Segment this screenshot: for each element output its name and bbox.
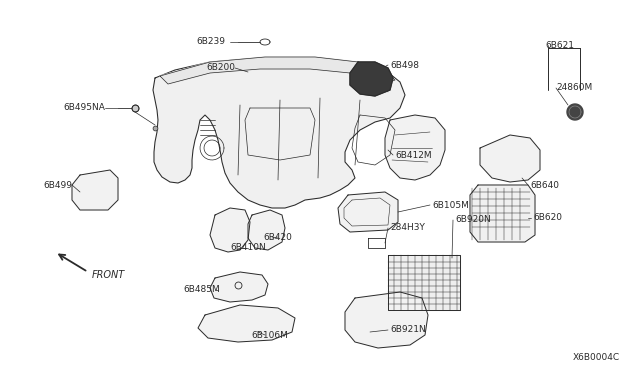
Text: 6B410N: 6B410N [230,244,266,253]
Polygon shape [198,305,295,342]
Text: 6B106M: 6B106M [252,330,289,340]
Polygon shape [470,185,535,242]
Text: 6B921N: 6B921N [390,326,426,334]
Text: 6B640: 6B640 [530,180,559,189]
Polygon shape [338,192,398,232]
Polygon shape [388,255,460,310]
Text: 6B498: 6B498 [390,61,419,70]
Text: FRONT: FRONT [92,270,125,280]
Text: 24860M: 24860M [556,83,592,93]
Polygon shape [160,57,395,84]
Text: 6B495NA: 6B495NA [63,103,105,112]
Text: 6B412M: 6B412M [395,151,431,160]
Polygon shape [210,208,250,252]
Text: X6B0004C: X6B0004C [573,353,620,362]
Polygon shape [72,170,118,210]
Polygon shape [248,210,285,250]
Polygon shape [385,115,445,180]
Text: 6B200: 6B200 [206,64,235,73]
Text: 6B420: 6B420 [264,232,292,241]
Polygon shape [153,58,405,208]
Text: 6B239: 6B239 [196,38,225,46]
Polygon shape [480,135,540,182]
Text: 6B620: 6B620 [533,214,562,222]
Text: 6B485M: 6B485M [183,285,220,295]
Polygon shape [210,272,268,302]
Polygon shape [567,104,583,120]
Text: 6B920N: 6B920N [455,215,491,224]
Text: 6B499: 6B499 [43,180,72,189]
Text: 6B621: 6B621 [545,41,574,49]
Text: 284H3Y: 284H3Y [390,224,425,232]
Text: 6B105M: 6B105M [432,201,469,209]
Polygon shape [345,292,428,348]
Polygon shape [350,62,393,96]
